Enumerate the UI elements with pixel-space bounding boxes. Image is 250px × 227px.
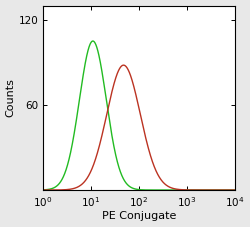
X-axis label: PE Conjugate: PE Conjugate (102, 211, 176, 222)
Y-axis label: Counts: Counts (6, 78, 16, 117)
